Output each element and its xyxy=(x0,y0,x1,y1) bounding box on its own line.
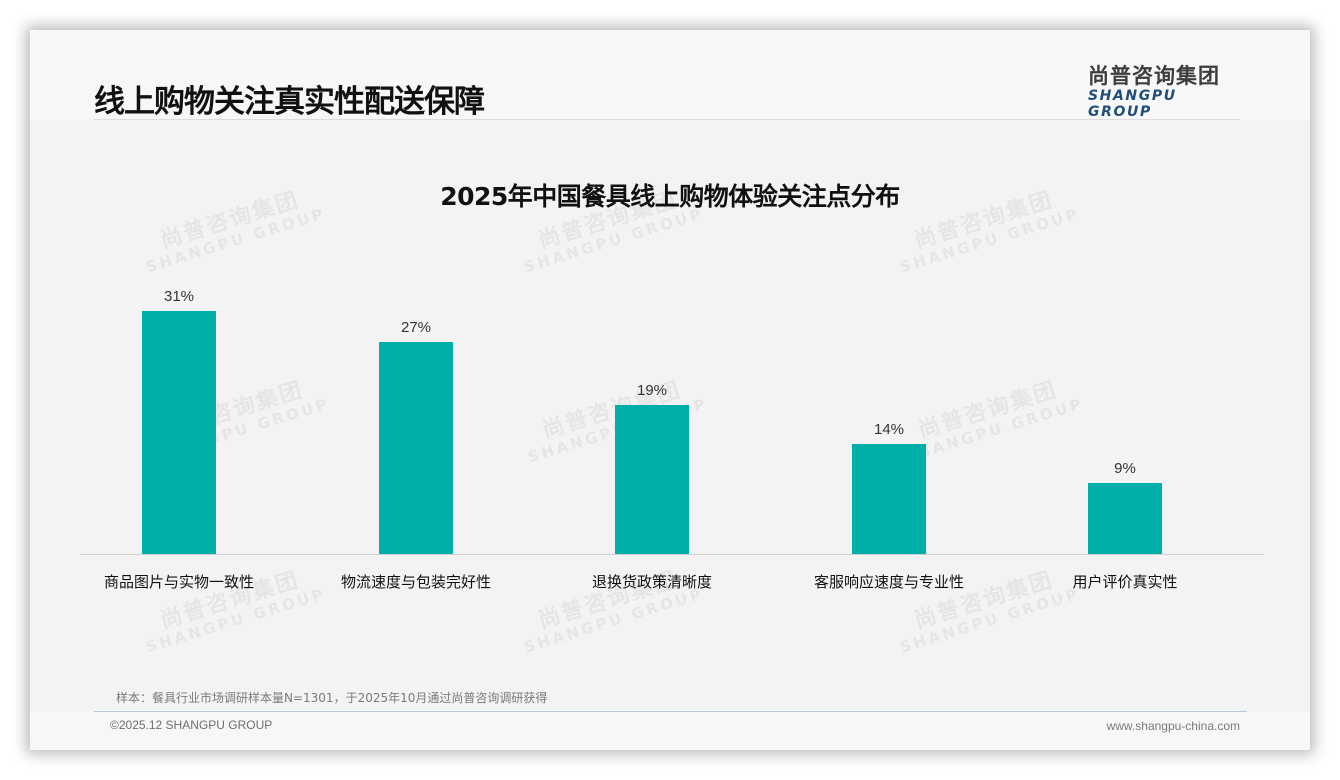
bar-value-label: 14% xyxy=(873,421,905,438)
bar-value-label: 9% xyxy=(1114,460,1136,477)
category-label: 物流速度与包装完好性 xyxy=(340,573,491,591)
bar-group: 14% xyxy=(852,230,926,554)
bar-value-label: 27% xyxy=(400,319,432,336)
watermark-en: SHANGPU GROUP xyxy=(143,584,328,657)
category-label: 退换货政策清晰度 xyxy=(591,573,712,591)
chart-title: 2025年中国餐具线上购物体验关注点分布 xyxy=(440,182,900,211)
website-link[interactable]: www.shangpu-china.com xyxy=(1106,719,1240,733)
bar-value-label: 19% xyxy=(636,382,668,399)
bar[interactable] xyxy=(852,444,926,554)
watermark-cn: 尚普咨询集团 xyxy=(535,567,681,634)
bar[interactable] xyxy=(1088,483,1162,554)
watermark-en: SHANGPU GROUP xyxy=(521,584,706,657)
slide: 线上购物关注真实性配送保障 尚普咨询集团 SHANGPU GROUP 尚普咨询集… xyxy=(30,30,1310,750)
header-band xyxy=(30,30,1310,120)
company-logo: 尚普咨询集团 SHANGPU GROUP xyxy=(1088,64,1240,120)
header-divider xyxy=(94,119,1240,120)
bar[interactable] xyxy=(379,342,453,554)
bar-group: 9% xyxy=(1088,230,1162,554)
source-note: 样本：餐具行业市场调研样本量N=1301，于2025年10月通过尚普咨询调研获得 xyxy=(116,691,548,705)
bar-value-label: 31% xyxy=(163,288,195,305)
bar-group: 31% xyxy=(142,230,216,554)
category-label: 用户评价真实性 xyxy=(1072,573,1178,591)
x-axis-line xyxy=(80,554,1264,555)
watermark-cn: 尚普咨询集团 xyxy=(911,567,1057,634)
category-label: 商品图片与实物一致性 xyxy=(103,573,254,591)
page-title: 线上购物关注真实性配送保障 xyxy=(94,84,485,120)
bar-chart-plot: 31% 27% 19% 14% 9% xyxy=(80,230,1264,554)
watermark-cn: 尚普咨询集团 xyxy=(157,567,303,634)
logo-en-text: SHANGPU GROUP xyxy=(1088,88,1177,120)
footer-divider xyxy=(94,711,1247,712)
bar[interactable] xyxy=(142,311,216,554)
bar-group: 19% xyxy=(615,230,689,554)
bar-group: 27% xyxy=(379,230,453,554)
copyright-text: ©2025.12 SHANGPU GROUP xyxy=(110,718,273,732)
watermark-en: SHANGPU GROUP xyxy=(897,584,1082,657)
logo-cn-text: 尚普咨询集团 xyxy=(1088,64,1220,88)
bar[interactable] xyxy=(615,405,689,554)
category-label: 客服响应速度与专业性 xyxy=(813,573,964,591)
footer-band xyxy=(30,712,1310,750)
